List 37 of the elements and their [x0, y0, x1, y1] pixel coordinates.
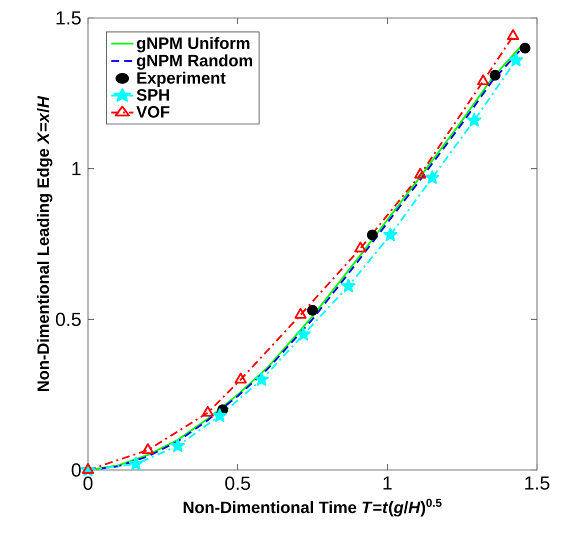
point	[506, 29, 520, 40]
point	[354, 242, 366, 252]
point	[254, 372, 269, 386]
point	[170, 438, 185, 452]
x-tick-label: 0.5	[225, 476, 250, 490]
point	[520, 42, 530, 54]
legend-label: VOF	[136, 106, 170, 118]
y-tick-label: 1	[72, 162, 81, 176]
text: Non-Dimentional Time T=t(g/H)$^{0.5}$	[184, 498, 442, 516]
y-tick-label: 1.5	[56, 11, 81, 25]
legend-label: gNPM Random	[136, 54, 252, 70]
point	[294, 308, 307, 319]
point	[202, 406, 214, 417]
y-tick-label: 0.5	[56, 312, 81, 326]
point	[467, 113, 482, 127]
point	[383, 228, 398, 242]
y-tick-label: 0	[72, 463, 81, 477]
point	[128, 456, 143, 470]
legend-label: SPH	[136, 89, 169, 101]
point	[425, 170, 440, 184]
point	[508, 52, 524, 66]
x-tick-label: 1.5	[525, 476, 550, 490]
legend-label: Experiment	[137, 72, 226, 88]
point	[477, 74, 490, 86]
point	[212, 408, 227, 422]
point	[366, 230, 378, 240]
point	[341, 278, 356, 292]
point	[414, 168, 426, 179]
point	[490, 70, 500, 81]
legend-label: gNPM Uniform	[136, 36, 250, 52]
point	[296, 327, 311, 341]
point	[82, 463, 94, 474]
point	[142, 443, 154, 454]
point	[307, 304, 318, 316]
x-tick-label: 0	[83, 476, 93, 490]
x-tick-label: 1	[384, 476, 392, 490]
point	[234, 372, 247, 384]
